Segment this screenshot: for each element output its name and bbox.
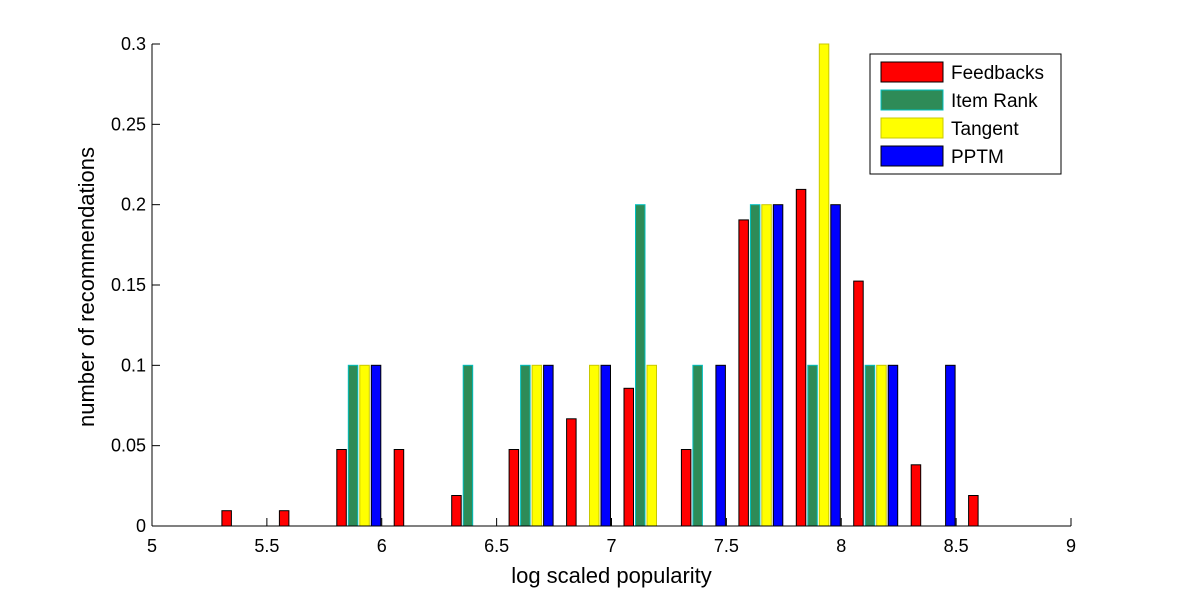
bar-tangent [531, 364, 543, 527]
bar-feedbacks [968, 495, 979, 527]
bar-feedbacks [278, 510, 290, 527]
x-tick-label: 8 [836, 536, 846, 556]
bar-feedbacks [910, 464, 922, 527]
bar-feedbacks [451, 495, 462, 527]
x-tick-label: 5 [147, 536, 157, 556]
bar-tangent [589, 364, 600, 527]
y-tick-label: 0.15 [111, 275, 146, 295]
legend-label-feedbacks: Feedbacks [951, 63, 1044, 84]
legend-swatch-item-rank [880, 89, 944, 111]
y-tick-label: 0.2 [121, 195, 146, 215]
legend-label-item-rank: Item Rank [951, 91, 1038, 112]
bar-feedbacks [623, 387, 634, 527]
y-axis-label: number of recommendations [74, 147, 99, 427]
bar-item-rank [749, 204, 761, 527]
y-tick-label: 0.05 [111, 436, 146, 456]
bar-item-rank [864, 364, 876, 527]
bar-feedbacks [393, 449, 405, 527]
y-tick-label: 0.25 [111, 114, 146, 134]
bar-item-rank [635, 204, 646, 527]
bar-pptm [715, 364, 726, 527]
x-tick-label: 9 [1066, 536, 1076, 556]
bar-tangent [646, 364, 657, 527]
bar-feedbacks [508, 449, 520, 527]
x-tick-label: 8.5 [944, 536, 969, 556]
legend-swatch-feedbacks [880, 61, 944, 83]
y-tick-label: 0.3 [121, 34, 146, 54]
bar-item-rank [462, 364, 474, 527]
bar-pptm [370, 364, 382, 527]
bar-feedbacks [680, 449, 692, 527]
bar-feedbacks [738, 219, 749, 527]
bar-tangent [761, 204, 772, 527]
legend-label-pptm: PPTM [951, 147, 1004, 168]
bar-pptm [830, 204, 841, 527]
bar-pptm [887, 364, 899, 527]
bar-feedbacks [566, 418, 577, 527]
x-axis-label: log scaled popularity [511, 563, 712, 588]
bar-item-rank [520, 364, 531, 527]
bar-tangent [818, 43, 830, 527]
bar-item-rank [347, 364, 359, 527]
bar-pptm [543, 364, 554, 527]
legend-swatch-pptm [880, 145, 944, 167]
y-tick-label: 0.1 [121, 355, 146, 375]
legend-label-tangent: Tangent [951, 119, 1019, 140]
legend: Feedbacks Item Rank Tangent PPTM [869, 53, 1062, 175]
bar-item-rank [692, 364, 703, 527]
bar-feedbacks [795, 188, 807, 527]
bar-feedbacks [221, 510, 232, 527]
ticks-layer: 5 5.5 6 6.5 7 7.5 8 8.5 9 0 0.05 0.1 0.15 0.2 0.25 0.3 [111, 34, 1076, 556]
x-tick-label: 7 [606, 536, 616, 556]
bar-tangent [359, 364, 370, 527]
x-tick-label: 6 [377, 536, 387, 556]
legend-swatch-tangent [880, 117, 944, 139]
x-tick-label: 7.5 [714, 536, 739, 556]
x-tick-label: 6.5 [484, 536, 509, 556]
bar-tangent [876, 364, 887, 527]
bar-pptm [772, 204, 784, 527]
bar-feedbacks [853, 280, 864, 527]
y-tick-label: 0 [136, 516, 146, 536]
x-tick-label: 5.5 [254, 536, 279, 556]
bar-feedbacks [336, 449, 347, 527]
bar-item-rank [807, 364, 818, 527]
bar-pptm [600, 364, 611, 527]
bars-layer [221, 43, 979, 527]
bar-pptm [945, 364, 956, 527]
